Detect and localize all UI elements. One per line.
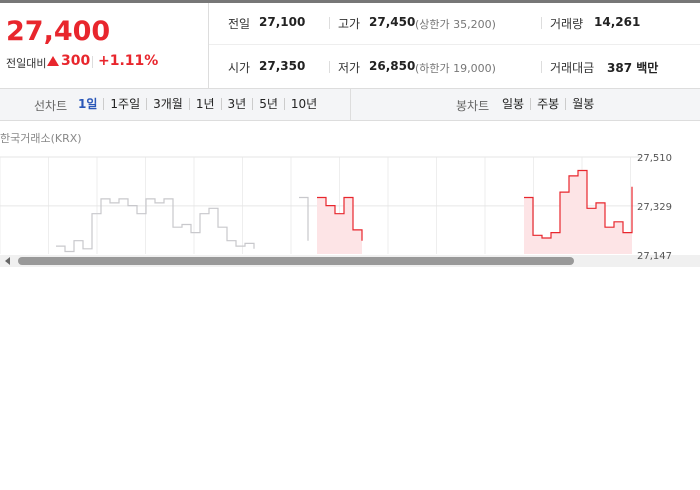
y-tick-label: 27,510: [637, 153, 672, 164]
line: [56, 198, 255, 253]
stat-label: 시가: [228, 61, 251, 75]
price: 27,400: [6, 16, 111, 47]
stat-label: 거래대금: [550, 61, 595, 75]
stat-label: 전일: [228, 17, 251, 31]
stat-value: 387 백만: [607, 61, 659, 75]
divider: [350, 89, 351, 120]
sep: [541, 17, 542, 29]
divider: [209, 44, 700, 45]
stat-note: (하한가 19,000): [415, 62, 496, 75]
stat-label: 고가: [338, 17, 361, 31]
stat-note: (상한가 35,200): [415, 18, 496, 31]
divider: [208, 3, 209, 88]
stat-value: 26,850: [369, 59, 416, 73]
area: [317, 197, 362, 254]
tab[interactable]: 3개월: [146, 98, 189, 110]
stat-value: 27,100: [259, 15, 306, 29]
stat-label: 저가: [338, 61, 361, 75]
sep: [329, 17, 330, 29]
stat-label: 거래량: [550, 17, 584, 31]
tab[interactable]: 1일: [78, 97, 98, 111]
area: [524, 170, 632, 254]
tab-list: 일봉 주봉 월봉: [496, 98, 600, 110]
scroll-left[interactable]: [5, 257, 10, 265]
tab[interactable]: 1주일: [103, 98, 146, 110]
tab-list: 1일 1주일 3개월 1년 3년 5년 10년: [72, 98, 323, 110]
tab[interactable]: 1년: [188, 98, 221, 110]
tab[interactable]: 일봉: [502, 97, 525, 111]
line: [524, 169, 633, 239]
top-border: [0, 0, 700, 3]
stat-value: 27,450: [369, 15, 416, 29]
source: 한국거래소(KRX): [0, 132, 82, 145]
tab[interactable]: 10년: [283, 98, 323, 110]
y-tick-label: 27,147: [637, 251, 672, 262]
sep: [92, 56, 93, 68]
sep: [541, 61, 542, 73]
line: [317, 196, 363, 241]
tab-group-label: 선차트: [34, 99, 68, 113]
stat-value: 14,261: [594, 15, 641, 29]
sep: [329, 61, 330, 73]
tab[interactable]: 월봉: [565, 98, 600, 110]
up-icon: [47, 56, 59, 66]
tab[interactable]: 5년: [252, 98, 284, 110]
change-pct: +1.11%: [98, 53, 159, 69]
change-label: 전일대비: [6, 57, 47, 70]
tab-group-label: 봉차트: [456, 99, 490, 113]
scrollbar-thumb[interactable]: [18, 257, 574, 265]
tab[interactable]: 3년: [220, 98, 253, 110]
line: [299, 196, 309, 241]
chart: 27,510 27,329 27,147: [0, 153, 700, 267]
y-tick-label: 27,329: [637, 202, 672, 213]
change: 300: [61, 53, 91, 69]
tab[interactable]: 주봉: [530, 98, 565, 110]
stat-value: 27,350: [259, 59, 306, 73]
